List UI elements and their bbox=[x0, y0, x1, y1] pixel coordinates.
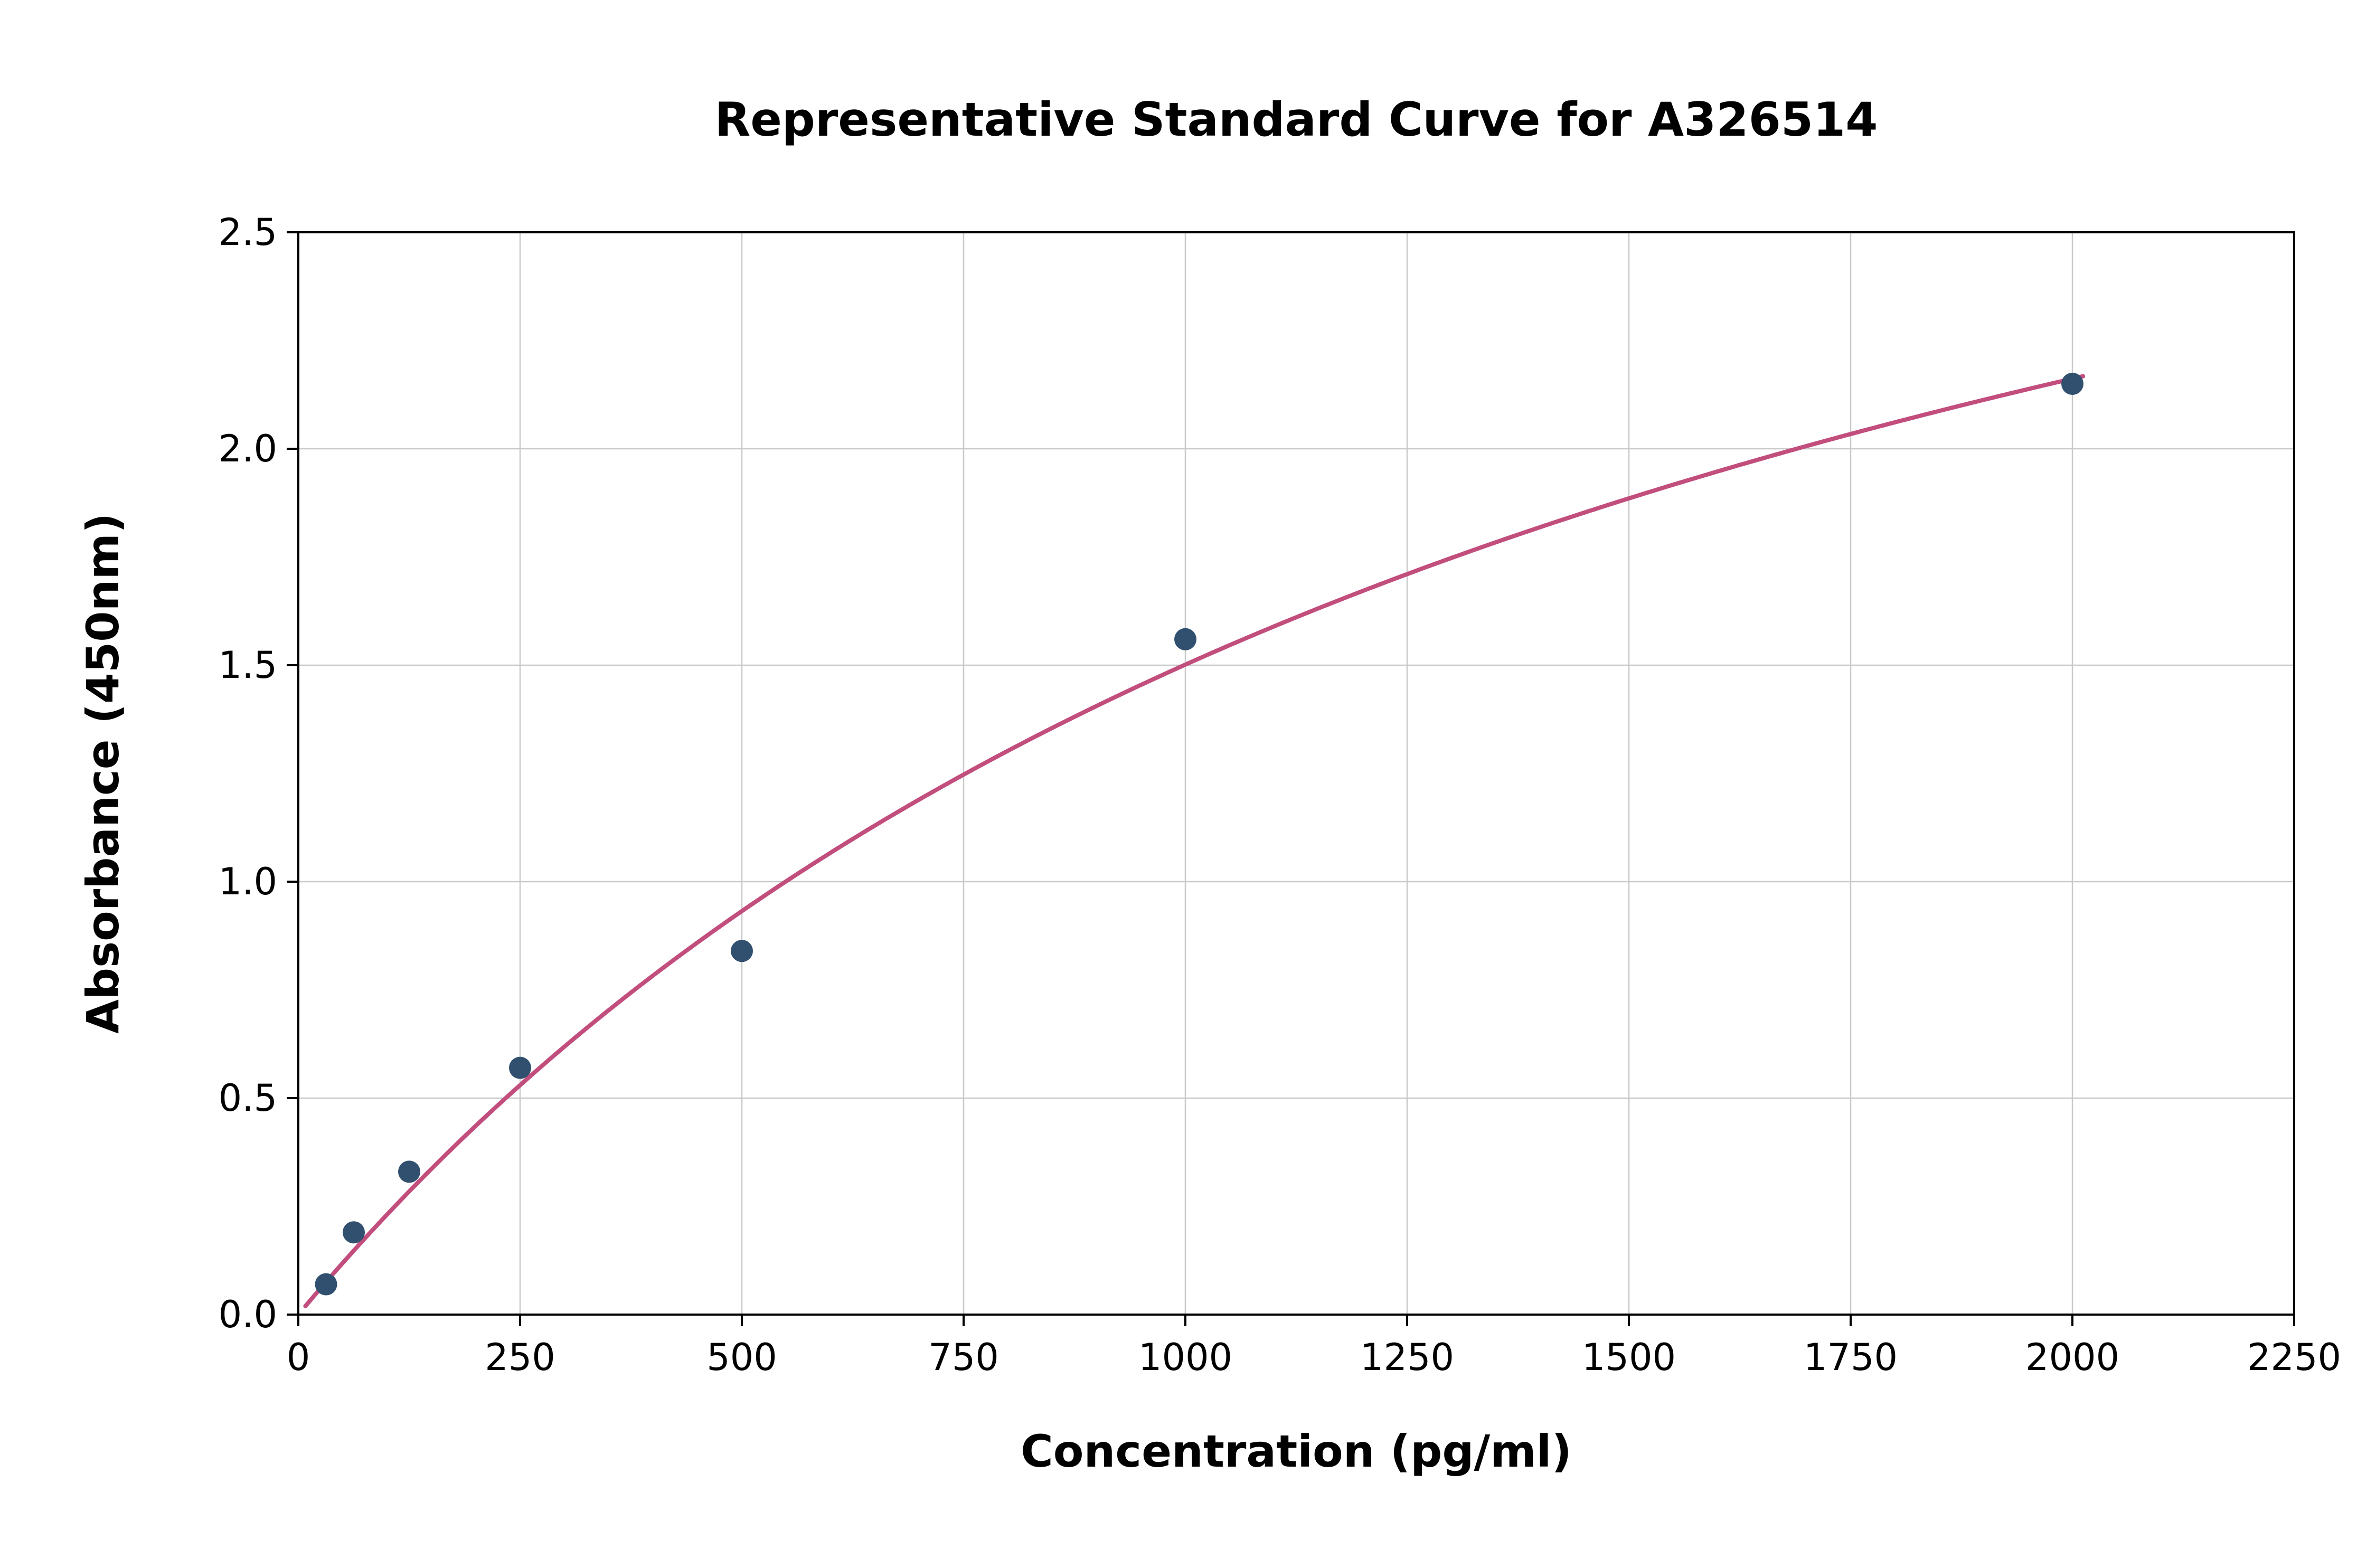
fit-curve bbox=[303, 374, 2086, 1308]
y-tick-label: 1.0 bbox=[219, 860, 277, 903]
data-point bbox=[2061, 373, 2083, 395]
y-tick-label: 1.5 bbox=[219, 644, 277, 687]
y-tick-label: 2.5 bbox=[219, 211, 277, 254]
y-tick-label: 0.5 bbox=[219, 1076, 277, 1120]
x-tick-label: 0 bbox=[287, 1336, 310, 1379]
data-point bbox=[343, 1221, 365, 1244]
data-point bbox=[509, 1056, 531, 1079]
x-tick-label: 1750 bbox=[1804, 1336, 1898, 1379]
axes-border bbox=[297, 231, 2295, 1316]
x-tick-label: 2000 bbox=[2025, 1336, 2119, 1379]
x-tick-label: 1500 bbox=[1582, 1336, 1676, 1379]
data-point bbox=[315, 1273, 337, 1296]
data-point bbox=[1174, 628, 1196, 650]
x-axis-label: Concentration (pg/ml) bbox=[1021, 1425, 1572, 1477]
data-point bbox=[731, 940, 753, 962]
data-point bbox=[398, 1160, 420, 1183]
x-tick-label: 2250 bbox=[2247, 1336, 2341, 1379]
x-tick-label: 1000 bbox=[1138, 1336, 1232, 1379]
y-tick-label: 2.0 bbox=[219, 427, 277, 470]
chart-title: Representative Standard Curve for A32651… bbox=[714, 92, 1878, 147]
plot-area bbox=[298, 232, 2294, 1315]
x-tick-label: 500 bbox=[706, 1336, 777, 1379]
y-tick-label: 0.0 bbox=[219, 1293, 277, 1336]
x-tick-label: 250 bbox=[485, 1336, 555, 1379]
x-tick-label: 750 bbox=[928, 1336, 999, 1379]
x-tick-label: 1250 bbox=[1360, 1336, 1454, 1379]
